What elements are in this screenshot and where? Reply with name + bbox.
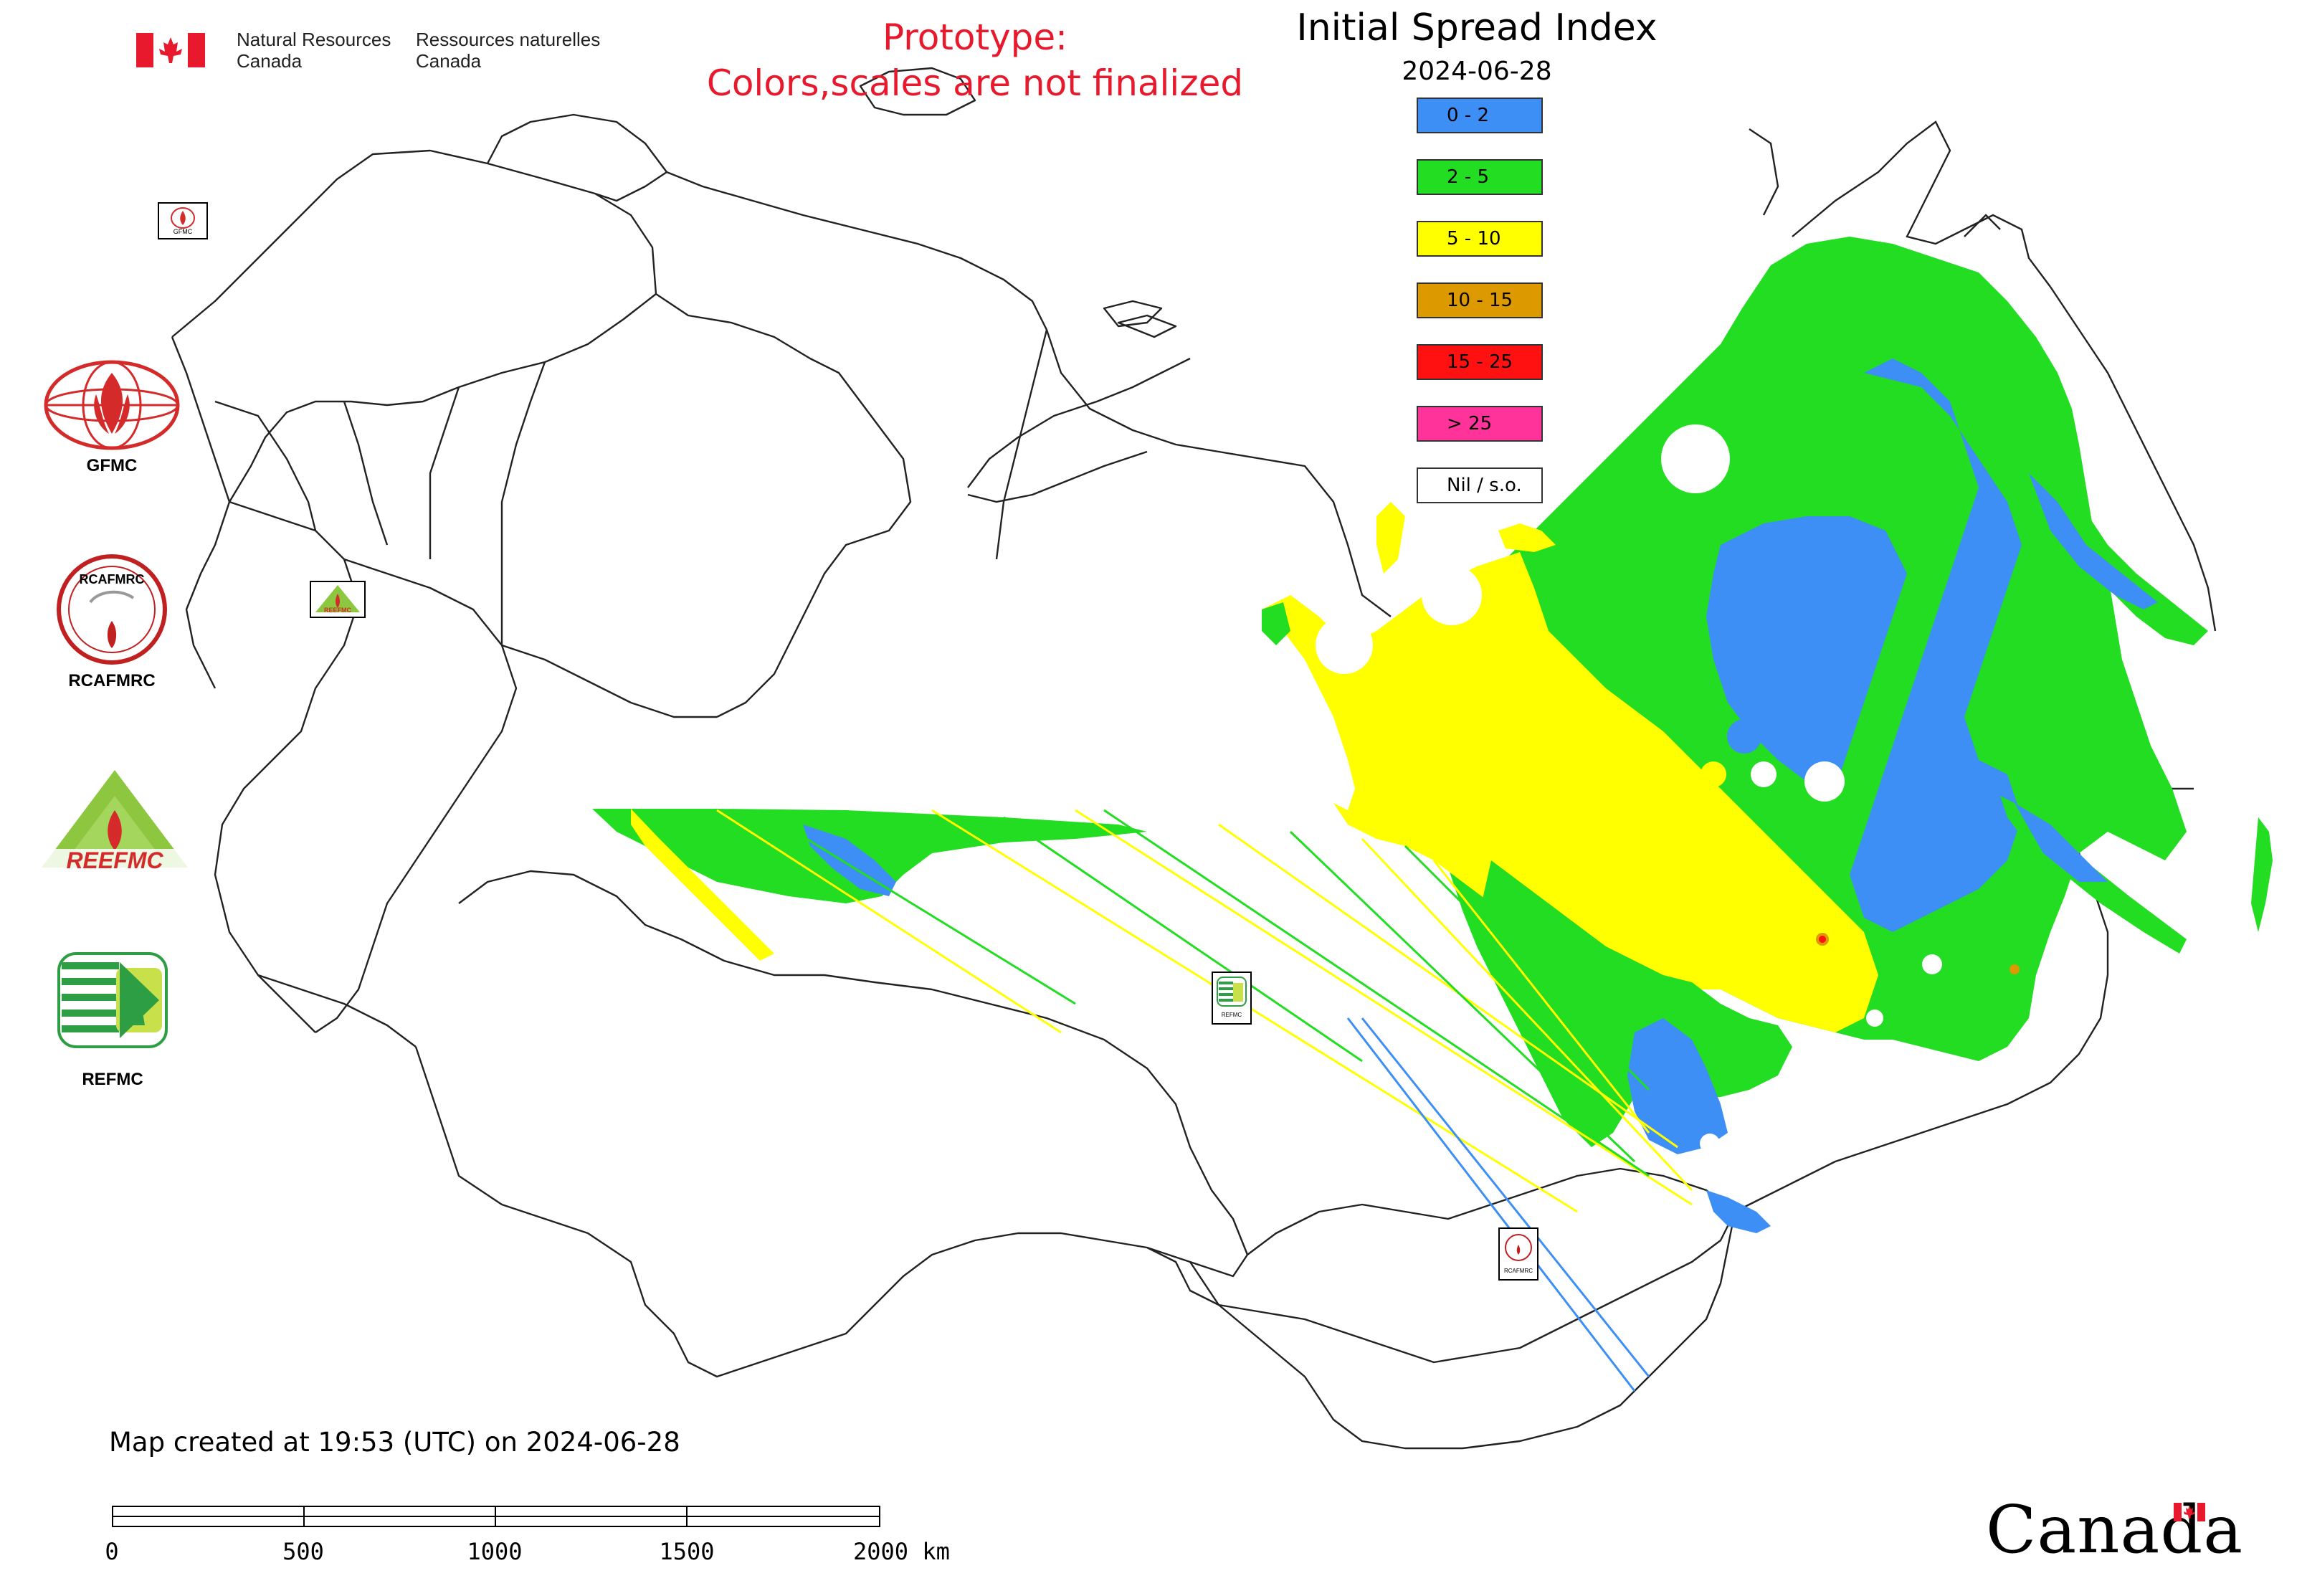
reefmc-marker-icon	[315, 585, 360, 612]
legend-label: Nil / s.o.	[1447, 475, 1522, 496]
legend-label: 10 - 15	[1447, 290, 1513, 311]
europe-inner-lines	[214, 500, 360, 1033]
map-created-note: Map created at 19:53 (UTC) on 2024-06-28	[109, 1427, 680, 1458]
legend-item-10-15: 10 - 15	[1417, 282, 1543, 318]
prototype-line2: Colors,scales are not finalized	[706, 62, 1244, 104]
isi-streak-green	[592, 809, 1147, 903]
prototype-line1: Prototype:	[882, 16, 1068, 58]
refmc-label: REFMC	[82, 1070, 143, 1089]
isi-zone-blue-kamchatka	[2029, 473, 2158, 609]
reefmc-map-marker: REEFMC	[310, 581, 366, 618]
scale-bar	[112, 1506, 880, 1527]
legend-label: 2 - 5	[1447, 166, 1489, 188]
rcafmrc-label: RCAFMRC	[68, 671, 156, 690]
rcafmrc-wordmark: RCAFMRC	[79, 572, 145, 586]
rcafmrc-marker-label: RCAFMRC	[1504, 1268, 1533, 1274]
legend-label: 0 - 2	[1447, 105, 1489, 126]
signature-en-line1: Natural Resources	[237, 29, 391, 50]
gfmc-emblem-icon	[44, 360, 180, 450]
legend-item-nil: Nil / s.o.	[1417, 467, 1543, 503]
refmc-logo: REFMC	[52, 946, 173, 1090]
legend-label: > 25	[1447, 413, 1493, 434]
rcafmrc-logo: RCAFMRC RCAFMRC	[40, 552, 184, 690]
refmc-marker-label: REFMC	[1221, 1012, 1242, 1018]
legend-label: 15 - 25	[1447, 351, 1513, 373]
map-title: Initial Spread Index	[1296, 6, 1657, 49]
kola-outline	[486, 113, 668, 202]
west-russia-outline	[655, 293, 912, 718]
signature-fr-line1: Ressources naturelles	[416, 29, 601, 50]
signature-fr-line2: Canada	[416, 50, 482, 72]
signature-english: Natural Resources Canada	[237, 29, 391, 72]
legend-item-15-25: 15 - 25	[1417, 344, 1543, 380]
scandinavia-outline	[171, 149, 657, 689]
refmc-map-marker: REFMC	[1212, 972, 1252, 1025]
arctic-coast	[666, 171, 1392, 617]
kazakhstan-outline	[458, 870, 1249, 1255]
legend-item-5-10: 5 - 10	[1417, 221, 1543, 257]
signature-en-line2: Canada	[237, 50, 303, 72]
rcafmrc-marker-icon	[1505, 1234, 1532, 1261]
refmc-marker-icon	[1217, 977, 1247, 1007]
legend-label: 5 - 10	[1447, 228, 1501, 250]
isi-streak-yellow	[631, 809, 774, 961]
scale-label-1500: 1500	[659, 1538, 715, 1565]
government-signature: Natural Resources Canada Ressources natu…	[136, 29, 609, 79]
kamchatka-outline	[2050, 286, 2217, 632]
china-outline	[1189, 1182, 1793, 1450]
scale-bar-graphic	[112, 1506, 880, 1527]
prototype-notice: Prototype: Colors,scales are not finaliz…	[645, 14, 1305, 106]
rcafmrc-emblem-icon	[57, 554, 167, 665]
canada-flag-icon	[136, 33, 205, 67]
isi-zone-yellow	[1262, 552, 1878, 1032]
refmc-emblem-icon	[57, 952, 168, 1048]
isi-raster	[592, 237, 2273, 1392]
reefmc-marker-label: REEFMC	[324, 607, 351, 614]
gfmc-marker-label: GFMC	[173, 228, 193, 235]
legend-item-2-5: 2 - 5	[1417, 159, 1543, 195]
legend-item-over-25: > 25	[1417, 406, 1543, 442]
gfmc-logo: GFMC	[40, 358, 184, 480]
isi-zone-green-kamchatka	[1993, 402, 2208, 645]
canada-wordmark: Canada	[1986, 1491, 2243, 1568]
isi-zone-sakhalin-blue	[2015, 803, 2108, 882]
reefmc-emblem-icon	[36, 770, 194, 869]
isi-zone-blue-mid	[1706, 516, 1907, 789]
scale-label-0: 0	[105, 1538, 119, 1565]
novaya-zemlya	[967, 357, 1191, 488]
reefmc-logo: REEFMC	[36, 767, 194, 875]
canada-wordmark-flag-icon	[2174, 1503, 2205, 1521]
gfmc-label: GFMC	[86, 456, 138, 475]
scale-label-2000: 2000 km	[853, 1538, 950, 1565]
reefmc-wordmark: REEFMC	[66, 847, 163, 873]
gfmc-map-marker: GFMC	[158, 202, 208, 239]
isi-zone-blue-central	[1850, 358, 2022, 932]
scale-label-500: 500	[282, 1538, 324, 1565]
svalbard	[859, 67, 976, 116]
isi-zone-blue-baikal	[1627, 1018, 1728, 1154]
isi-zone-green-south	[1477, 860, 1792, 1097]
gfmc-marker-icon	[171, 207, 195, 229]
map-date: 2024-06-28	[1402, 57, 1552, 86]
mongolia-outline	[1146, 1211, 1736, 1364]
legend-item-0-2: 0 - 2	[1417, 98, 1543, 133]
scale-label-1000: 1000	[467, 1538, 523, 1565]
chukotka-outline	[1792, 120, 2051, 288]
isi-zone-blue-far-east-south	[1706, 1190, 1771, 1233]
rcafmrc-map-marker: RCAFMRC	[1498, 1227, 1538, 1281]
signature-french: Ressources naturelles Canada	[416, 29, 600, 72]
